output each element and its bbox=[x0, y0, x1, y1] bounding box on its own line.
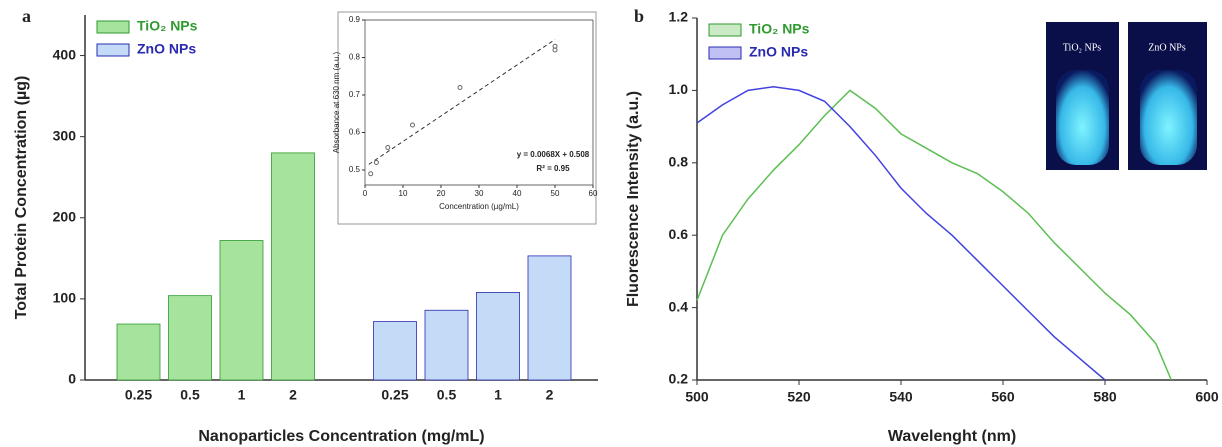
y-tick-label: 0.8 bbox=[669, 154, 689, 170]
x-tick-label: 0.5 bbox=[437, 387, 457, 403]
panel-label: b bbox=[634, 6, 644, 26]
bar bbox=[527, 255, 572, 381]
legend-label: TiO₂ NPs bbox=[137, 18, 198, 34]
y-tick-label: 200 bbox=[53, 208, 77, 224]
legend-label: ZnO NPs bbox=[137, 41, 196, 57]
x-tick-label: 10 bbox=[399, 189, 408, 198]
bar bbox=[373, 321, 417, 381]
x-tick-label: 1 bbox=[494, 387, 502, 403]
annotation: R² = 0.95 bbox=[536, 164, 570, 173]
legend-swatch bbox=[96, 20, 130, 34]
y-tick-label: 0.6 bbox=[349, 128, 361, 137]
tube bbox=[1056, 70, 1109, 165]
x-tick-label: 40 bbox=[513, 189, 522, 198]
x-tick-label: 50 bbox=[551, 189, 560, 198]
point bbox=[385, 145, 391, 150]
line bbox=[696, 86, 1106, 381]
y-tick-label: 1.0 bbox=[669, 81, 689, 97]
tube bbox=[1140, 70, 1197, 165]
legend-swatch bbox=[708, 46, 742, 60]
bar bbox=[476, 291, 520, 381]
bar bbox=[271, 152, 315, 381]
x-tick-label: 30 bbox=[475, 189, 484, 198]
x-tick-label: 20 bbox=[437, 189, 446, 198]
y-axis-label: Absorbance at 630 nm (a.u.) bbox=[332, 51, 341, 153]
y-tick-label: 0 bbox=[68, 371, 76, 387]
x-tick-label: 0 bbox=[363, 189, 368, 198]
point bbox=[373, 160, 379, 165]
x-axis-label: Concentration (µg/mL) bbox=[439, 202, 519, 211]
bar bbox=[116, 323, 161, 381]
legend-swatch bbox=[708, 23, 742, 37]
point bbox=[552, 43, 558, 49]
y-tick-label: 0.7 bbox=[349, 90, 361, 99]
bar bbox=[168, 295, 212, 381]
panel-label: a bbox=[22, 6, 31, 26]
x-tick-label: 500 bbox=[685, 389, 709, 405]
x-tick-label: 540 bbox=[889, 389, 913, 405]
y-tick-label: 0.9 bbox=[349, 15, 361, 24]
legend-swatch bbox=[96, 43, 130, 57]
x-tick-label: 2 bbox=[289, 387, 297, 403]
x-tick-label: 60 bbox=[589, 189, 598, 198]
y-tick-label: 300 bbox=[53, 127, 77, 143]
fit-line bbox=[368, 39, 556, 165]
point bbox=[368, 171, 374, 177]
x-tick-label: 0.5 bbox=[180, 387, 200, 403]
y-tick-label: 0.5 bbox=[349, 165, 361, 174]
x-tick-label: 0.25 bbox=[381, 387, 408, 403]
x-axis-label: Nanoparticles Concentration (mg/mL) bbox=[198, 428, 484, 445]
y-tick-label: 100 bbox=[53, 290, 77, 306]
y-axis-label: Fluorescence Intensity (a.u.) bbox=[625, 91, 642, 307]
x-tick-label: 1 bbox=[238, 387, 246, 403]
x-axis-label: Wavelenght (nm) bbox=[888, 428, 1016, 445]
bar bbox=[424, 309, 469, 381]
y-tick-label: 0.6 bbox=[669, 226, 689, 242]
x-tick-label: 600 bbox=[1195, 389, 1219, 405]
x-tick-label: 580 bbox=[1093, 389, 1117, 405]
point bbox=[457, 85, 463, 90]
x-tick-label: 520 bbox=[787, 389, 811, 405]
x-tick-label: 2 bbox=[546, 387, 554, 403]
y-tick-label: 0.4 bbox=[669, 298, 689, 314]
point bbox=[410, 122, 415, 128]
y-tick-label: 400 bbox=[53, 46, 77, 62]
y-axis-label: Total Protein Concentration (µg) bbox=[13, 76, 30, 320]
line bbox=[696, 89, 1172, 381]
annotation: y = 0.0068X + 0.508 bbox=[517, 150, 590, 159]
y-tick-label: 0.2 bbox=[669, 371, 689, 387]
y-tick-label: 0.8 bbox=[349, 53, 361, 62]
x-tick-label: 0.25 bbox=[125, 387, 152, 403]
legend-label: TiO₂ NPs bbox=[749, 21, 810, 37]
legend-label: ZnO NPs bbox=[749, 44, 808, 60]
bar bbox=[219, 240, 264, 381]
y-tick-label: 1.2 bbox=[669, 9, 689, 25]
image-label: TiO₂ NPs bbox=[1063, 42, 1102, 53]
image-label: ZnO NPs bbox=[1148, 42, 1186, 53]
x-tick-label: 560 bbox=[991, 389, 1015, 405]
